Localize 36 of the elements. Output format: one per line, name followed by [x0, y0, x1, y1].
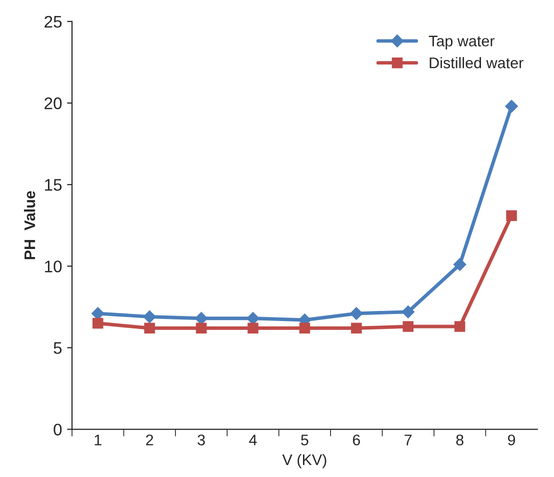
point — [92, 318, 104, 329]
y-tick-label: 15 — [45, 179, 62, 191]
point — [248, 322, 258, 334]
y-tick-label: 10 — [45, 260, 62, 272]
x-tick-label: 8 — [456, 434, 464, 446]
point — [402, 305, 415, 318]
y-axis-title: PH Value — [24, 191, 36, 260]
y-tick-label: 25 — [44, 16, 62, 28]
x-tick-label: 9 — [508, 434, 516, 446]
x-tick-label: 3 — [198, 434, 205, 446]
x-tick-label: 1 — [94, 434, 102, 446]
point — [143, 310, 156, 324]
point — [194, 312, 208, 325]
point — [453, 258, 466, 271]
y-tick-label: 5 — [54, 342, 62, 354]
x-tick-label: 2 — [146, 434, 154, 446]
x-tick-label: 6 — [352, 434, 360, 446]
point — [299, 322, 310, 334]
x-tick-label: 7 — [404, 434, 412, 446]
point — [350, 307, 363, 320]
point — [196, 322, 207, 334]
legend-label: Tap water — [428, 36, 495, 50]
x-tick-label: 4 — [249, 434, 257, 446]
point — [246, 312, 260, 325]
x-axis-title: V (KV) — [282, 454, 326, 468]
point — [505, 100, 518, 113]
point — [91, 307, 104, 320]
y-tick-label: 0 — [54, 424, 62, 436]
point — [402, 321, 414, 332]
legend-label: Distilled water — [430, 57, 524, 68]
y-tick-label: 20 — [44, 97, 62, 110]
x-tick-label: 5 — [301, 434, 308, 446]
point — [144, 322, 155, 334]
point — [351, 322, 362, 334]
point — [454, 321, 466, 332]
point — [506, 210, 517, 221]
